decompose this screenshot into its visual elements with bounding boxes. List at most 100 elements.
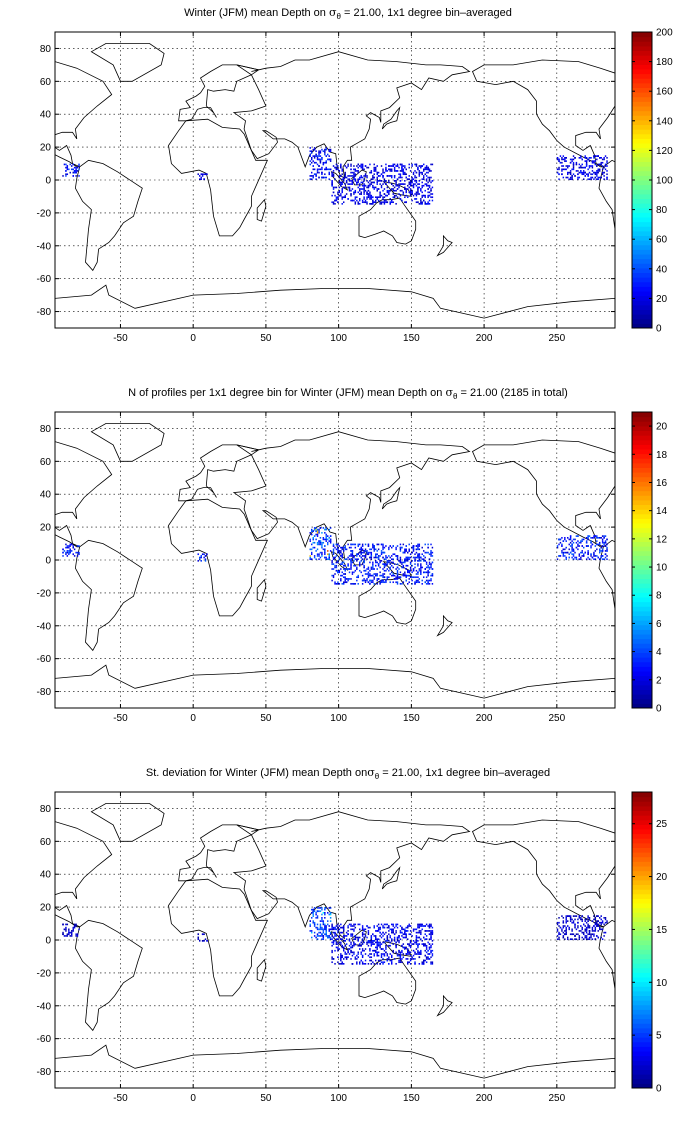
data-cell	[309, 556, 311, 559]
data-cell	[327, 535, 329, 537]
data-cell	[415, 163, 418, 166]
data-cell	[353, 941, 355, 944]
data-cell	[311, 551, 313, 554]
data-cell	[318, 168, 320, 171]
data-cell	[69, 931, 71, 934]
data-cell	[596, 158, 598, 161]
data-cell	[572, 550, 575, 552]
data-cell	[343, 958, 345, 960]
data-cell	[354, 178, 357, 181]
data-cell	[559, 538, 562, 541]
data-cell	[393, 180, 396, 182]
data-cell	[331, 938, 333, 941]
data-cell	[420, 165, 422, 167]
data-cell	[382, 581, 384, 584]
data-cell	[415, 935, 418, 937]
data-cell	[367, 571, 370, 574]
data-cell	[431, 573, 434, 575]
data-cell	[311, 175, 313, 177]
data-cell	[425, 946, 428, 949]
data-cell	[564, 551, 566, 554]
data-cell	[395, 923, 397, 926]
data-cell	[564, 537, 566, 539]
data-cell	[591, 556, 594, 559]
colorbar-segment	[632, 1018, 652, 1024]
data-cell	[411, 564, 413, 567]
data-cell	[332, 188, 335, 190]
data-cell	[389, 953, 391, 955]
data-cell	[399, 543, 402, 546]
data-cell	[430, 949, 432, 952]
data-cell	[331, 181, 333, 184]
data-cell	[591, 537, 594, 539]
data-cell	[369, 556, 371, 559]
data-cell	[597, 920, 599, 922]
data-cell	[428, 958, 431, 960]
data-cell	[321, 935, 323, 937]
colorbar-segment	[632, 958, 652, 964]
data-cell	[328, 553, 330, 556]
data-cell	[408, 548, 410, 551]
colorbar-segment	[632, 138, 652, 144]
data-cell	[322, 176, 325, 179]
data-cell	[569, 171, 572, 174]
data-cell	[379, 571, 381, 574]
data-cell	[200, 555, 202, 557]
data-cell	[382, 196, 384, 199]
data-cell	[565, 921, 567, 924]
data-cell	[568, 926, 570, 929]
data-cell	[344, 171, 346, 174]
data-cell	[604, 155, 607, 157]
data-cell	[393, 940, 396, 942]
data-cell	[69, 163, 71, 166]
colorbar-segment	[632, 180, 652, 186]
data-cell	[430, 930, 432, 932]
data-cell	[367, 941, 370, 944]
data-cell	[591, 930, 594, 932]
data-cell	[603, 935, 605, 937]
data-cell	[344, 186, 346, 189]
data-cell	[63, 935, 66, 937]
data-cell	[377, 563, 380, 565]
data-cell	[383, 551, 386, 554]
data-cell	[575, 938, 578, 941]
data-cell	[386, 953, 389, 955]
data-cell	[565, 930, 567, 932]
coastline	[358, 197, 417, 245]
data-cell	[375, 561, 377, 564]
data-cell	[71, 168, 73, 171]
data-cell	[430, 163, 432, 166]
data-cell	[431, 180, 434, 182]
data-cell	[597, 543, 599, 546]
data-cell	[417, 188, 419, 190]
data-cell	[357, 553, 359, 556]
data-cell	[409, 959, 412, 962]
data-cell	[334, 194, 336, 197]
data-cell	[382, 931, 384, 934]
data-cell	[353, 944, 355, 947]
data-cell	[334, 203, 336, 205]
data-cell	[311, 930, 313, 932]
data-cell	[382, 171, 384, 174]
data-cell	[359, 936, 361, 939]
data-cell	[600, 163, 602, 166]
data-cell	[347, 563, 349, 565]
data-cell	[393, 175, 396, 177]
data-cell	[601, 541, 604, 544]
data-cell	[380, 954, 383, 957]
data-cell	[389, 944, 391, 947]
colorbar-segment	[632, 689, 652, 695]
data-cell	[392, 165, 394, 167]
data-cell	[369, 926, 371, 929]
data-cell	[375, 935, 377, 937]
colorbar-tick-label: 16	[656, 478, 668, 489]
data-cell	[313, 921, 316, 924]
data-cell	[418, 556, 421, 559]
data-cell	[66, 165, 69, 167]
data-cell	[568, 165, 570, 167]
data-cell	[69, 551, 71, 554]
data-cell	[360, 944, 362, 947]
data-cell	[376, 556, 378, 559]
data-cell	[427, 569, 429, 572]
data-cell	[383, 564, 386, 567]
